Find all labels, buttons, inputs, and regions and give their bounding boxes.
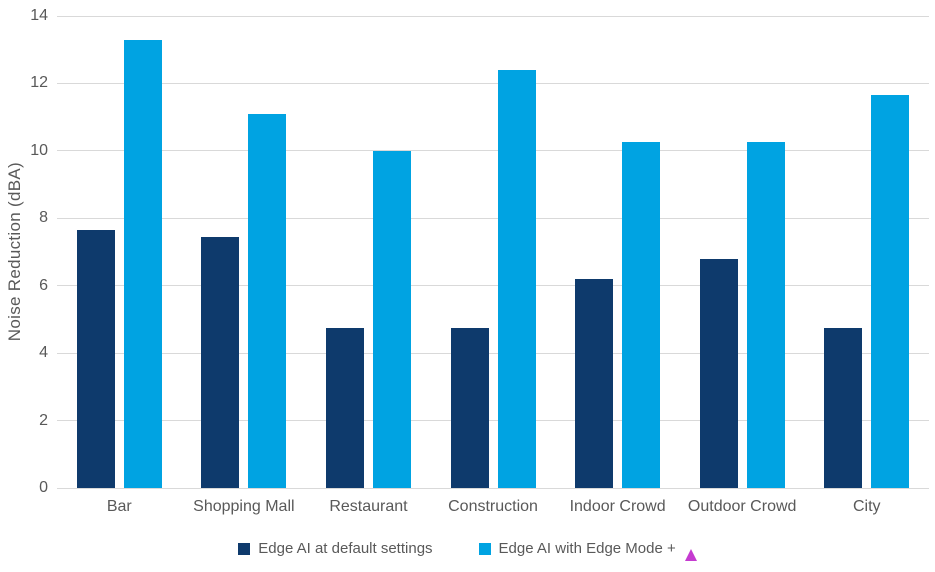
- bar-edge-ai-with-edge-mode-+-shopping-mall: [248, 113, 287, 488]
- x-axis-label-city: City: [852, 498, 881, 515]
- y-tick-label-0: 0: [39, 479, 48, 496]
- bar-edge-ai-at-default-settings-shopping-mall: [201, 236, 240, 488]
- legend-swatch-icon: [478, 542, 491, 555]
- x-axis-label-indoor-crowd: Indoor Crowd: [569, 498, 666, 515]
- y-tick-label-8: 8: [39, 209, 48, 227]
- y-tick-label-2: 2: [39, 411, 48, 429]
- bar-group-outdoor-crowd: [680, 16, 805, 488]
- bar-edge-ai-at-default-settings-outdoor-crowd: [699, 258, 738, 488]
- gridline-y-14: [57, 15, 929, 17]
- y-tick-label-12: 12: [30, 74, 48, 92]
- bar-edge-ai-at-default-settings-bar: [76, 230, 115, 488]
- mouse-cursor-icon: [684, 548, 697, 561]
- y-tick-label-14: 14: [30, 7, 48, 24]
- x-axis-label-bar: Bar: [106, 498, 132, 515]
- legend-swatch-icon: [238, 542, 251, 555]
- x-axis-label-construction: Construction: [448, 498, 538, 515]
- y-tick-label-6: 6: [39, 276, 48, 294]
- bar-edge-ai-with-edge-mode-+-indoor-crowd: [622, 142, 661, 488]
- legend-item-1: Edge AI with Edge Mode +: [478, 540, 697, 561]
- x-axis-label-shopping-mall: Shopping Mall: [193, 498, 295, 515]
- bar-group-construction: [431, 16, 556, 488]
- y-tick-label-10: 10: [30, 141, 48, 159]
- legend: Edge AI at default settings Edge AI with …: [0, 540, 935, 561]
- x-axis-labels: Bar Shopping Mall Restaurant Construction In…: [57, 498, 929, 516]
- x-axis-label-outdoor-crowd: Outdoor Crowd: [687, 498, 797, 515]
- bar-edge-ai-with-edge-mode-+-restaurant: [372, 150, 411, 488]
- bar-edge-ai-with-edge-mode-+-outdoor-crowd: [746, 142, 785, 488]
- bar-series-container: [57, 16, 929, 488]
- y-tick-label-4: 4: [39, 344, 48, 362]
- y-axis-title: Noise Reduction (dBA): [5, 162, 24, 342]
- bar-edge-ai-at-default-settings-restaurant: [325, 327, 364, 488]
- bar-edge-ai-with-edge-mode-+-bar: [123, 39, 162, 488]
- bar-group-bar: [57, 16, 182, 488]
- bar-edge-ai-with-edge-mode-+-construction: [497, 69, 536, 488]
- bar-edge-ai-at-default-settings-construction: [450, 327, 489, 488]
- legend-item-0: Edge AI at default settings: [238, 540, 433, 557]
- gridline-y-4: [57, 352, 929, 354]
- gridline-y-6: [57, 285, 929, 287]
- bar-group-city: [804, 16, 929, 488]
- gridline-y-10: [57, 150, 929, 152]
- x-axis-label-restaurant: Restaurant: [329, 498, 408, 515]
- bar-edge-ai-with-edge-mode-+-city: [871, 95, 910, 488]
- bar-group-restaurant: [306, 16, 431, 488]
- legend-label: Edge AI at default settings: [258, 540, 433, 557]
- gridline-y-2: [57, 420, 929, 422]
- gridline-y-12: [57, 82, 929, 84]
- bar-group-shopping-mall: [182, 16, 307, 488]
- legend-label: Edge AI with Edge Mode +: [498, 540, 676, 557]
- plot-area: [57, 15, 929, 489]
- gridline-y-0: [57, 487, 929, 489]
- bar-group-indoor-crowd: [555, 16, 680, 488]
- bar-edge-ai-at-default-settings-indoor-crowd: [575, 278, 614, 488]
- bar-edge-ai-at-default-settings-city: [824, 327, 863, 488]
- gridline-y-8: [57, 217, 929, 219]
